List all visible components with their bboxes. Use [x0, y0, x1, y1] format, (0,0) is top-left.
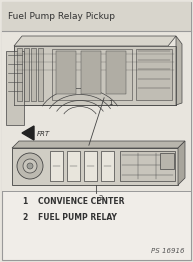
Bar	[17, 48, 22, 101]
Bar	[67, 151, 80, 181]
Text: 1: 1	[22, 197, 27, 206]
Bar	[24, 48, 29, 101]
Bar	[84, 151, 97, 181]
Circle shape	[17, 153, 43, 179]
Bar	[120, 151, 175, 181]
Text: 2: 2	[22, 213, 27, 222]
Bar	[160, 153, 174, 169]
Bar	[6, 51, 24, 125]
Polygon shape	[22, 126, 34, 140]
Bar	[136, 49, 172, 100]
Polygon shape	[14, 36, 176, 46]
Bar	[101, 151, 114, 181]
Bar	[38, 48, 43, 101]
Bar	[2, 2, 191, 31]
Bar	[2, 31, 191, 191]
Bar	[31, 48, 36, 101]
Polygon shape	[176, 36, 182, 105]
Circle shape	[23, 159, 37, 173]
Polygon shape	[12, 141, 185, 148]
Bar	[50, 151, 63, 181]
Bar	[81, 51, 101, 94]
Circle shape	[27, 163, 33, 169]
Text: FUEL PUMP RELAY: FUEL PUMP RELAY	[38, 213, 117, 222]
Bar	[14, 46, 176, 105]
Bar	[12, 148, 178, 185]
Text: Fuel Pump Relay Pickup: Fuel Pump Relay Pickup	[8, 12, 115, 21]
Bar	[56, 51, 76, 94]
Text: PS 16916: PS 16916	[152, 248, 185, 254]
Text: 1: 1	[108, 100, 113, 106]
Text: FRT: FRT	[37, 131, 50, 137]
Bar	[52, 49, 132, 100]
Text: CONVIENCE CENTER: CONVIENCE CENTER	[38, 197, 124, 206]
Bar	[106, 51, 126, 94]
Polygon shape	[178, 141, 185, 185]
Text: 2: 2	[99, 195, 103, 201]
